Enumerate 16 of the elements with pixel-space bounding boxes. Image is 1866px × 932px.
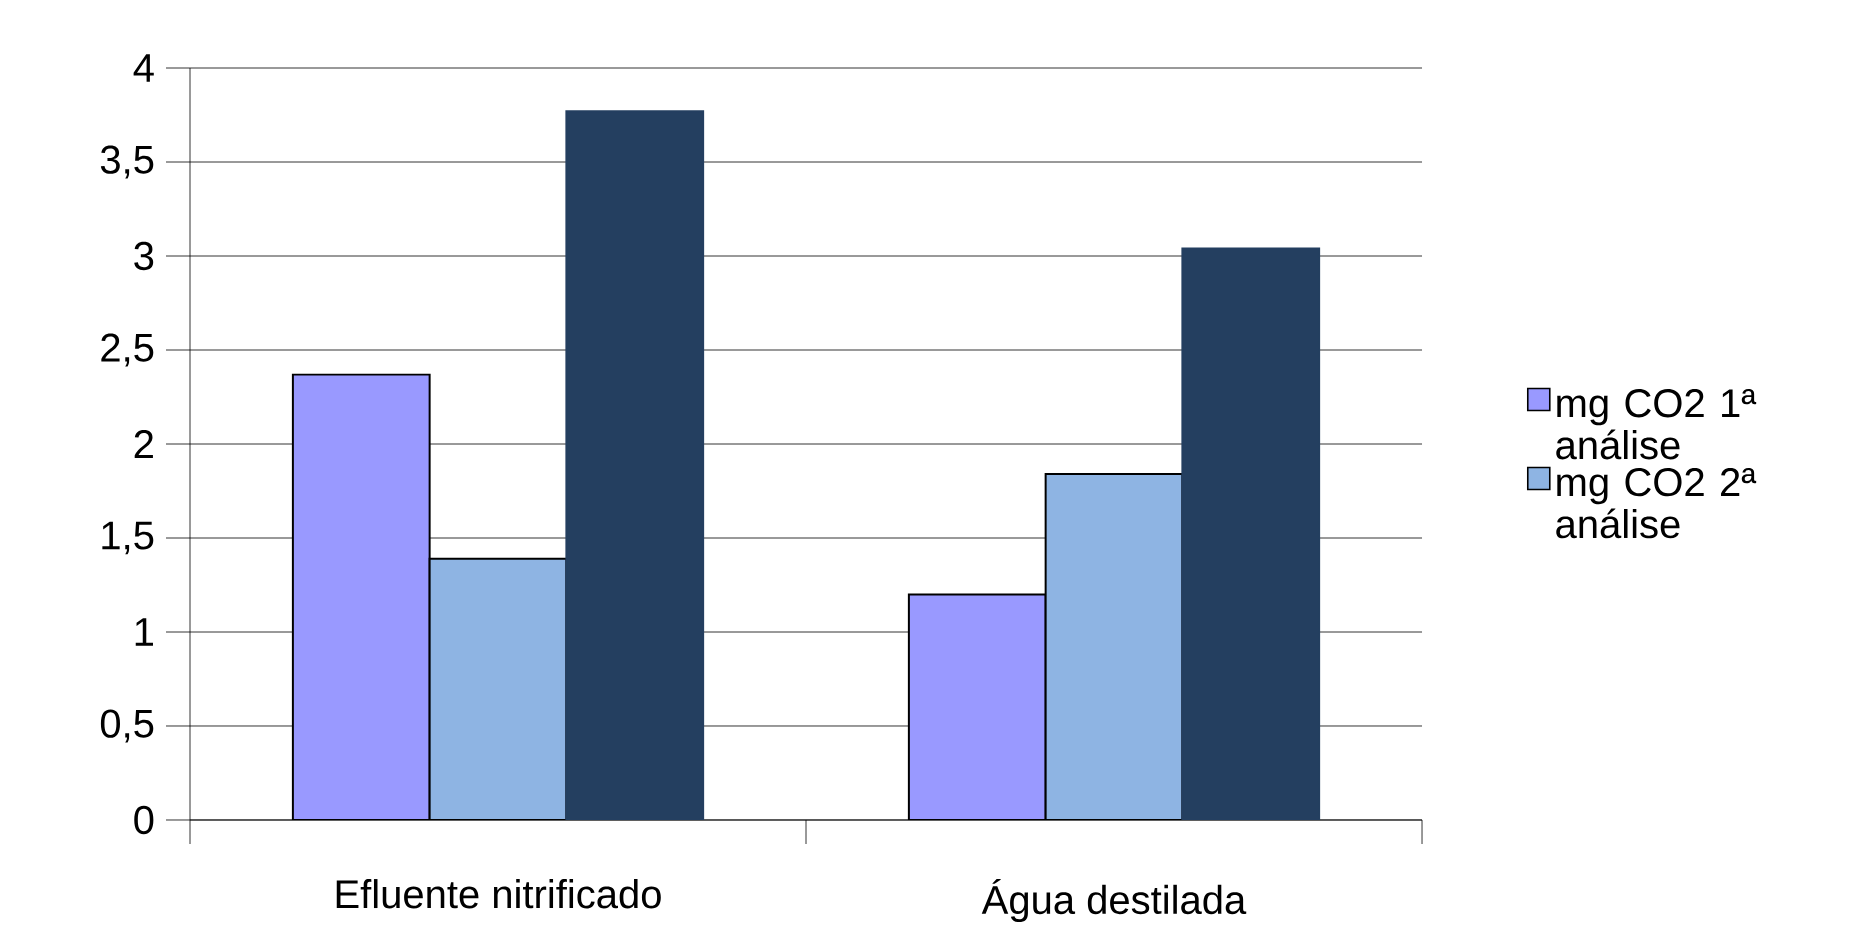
bar	[428, 557, 568, 820]
y-tick-label: 3,5	[100, 145, 154, 179]
y-tick-label: 0	[134, 805, 154, 835]
bar	[291, 373, 431, 820]
y-tick-label: 1,5	[102, 521, 154, 555]
y-tick-label: 2,5	[101, 333, 154, 367]
x-tick-label: Efluente nitrificado	[336, 879, 661, 909]
y-tick-label: 1	[135, 618, 153, 646]
y-tick-label: 3	[134, 241, 154, 271]
y-tick-label: 2	[134, 430, 153, 458]
x-tick-label: Água destilada	[981, 879, 1247, 923]
bar	[1044, 473, 1184, 820]
bar	[907, 593, 1047, 820]
y-tick-label: 4	[133, 54, 154, 82]
y-tick-label: 0,5	[100, 709, 154, 743]
legend-label: mg CO2 2ª análise	[1556, 467, 1757, 539]
